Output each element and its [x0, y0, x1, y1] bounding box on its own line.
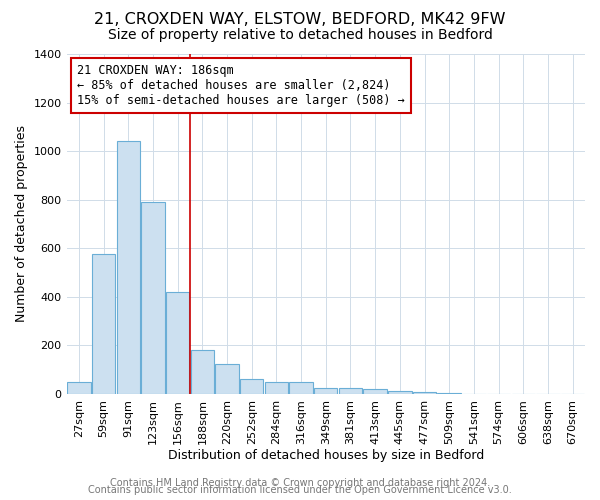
- Bar: [339, 388, 362, 394]
- Text: Contains public sector information licensed under the Open Government Licence v3: Contains public sector information licen…: [88, 485, 512, 495]
- Bar: [413, 392, 436, 394]
- Bar: [116, 142, 140, 394]
- Bar: [388, 391, 412, 394]
- Bar: [364, 389, 387, 394]
- Y-axis label: Number of detached properties: Number of detached properties: [15, 126, 28, 322]
- Text: 21 CROXDEN WAY: 186sqm
← 85% of detached houses are smaller (2,824)
15% of semi-: 21 CROXDEN WAY: 186sqm ← 85% of detached…: [77, 64, 404, 107]
- Bar: [191, 350, 214, 394]
- Bar: [166, 292, 190, 394]
- Bar: [240, 379, 263, 394]
- Bar: [67, 382, 91, 394]
- Bar: [289, 382, 313, 394]
- Bar: [215, 364, 239, 394]
- X-axis label: Distribution of detached houses by size in Bedford: Distribution of detached houses by size …: [167, 450, 484, 462]
- Text: 21, CROXDEN WAY, ELSTOW, BEDFORD, MK42 9FW: 21, CROXDEN WAY, ELSTOW, BEDFORD, MK42 9…: [94, 12, 506, 28]
- Bar: [141, 202, 164, 394]
- Text: Contains HM Land Registry data © Crown copyright and database right 2024.: Contains HM Land Registry data © Crown c…: [110, 478, 490, 488]
- Bar: [92, 254, 115, 394]
- Bar: [314, 388, 337, 394]
- Text: Size of property relative to detached houses in Bedford: Size of property relative to detached ho…: [107, 28, 493, 42]
- Bar: [265, 382, 288, 394]
